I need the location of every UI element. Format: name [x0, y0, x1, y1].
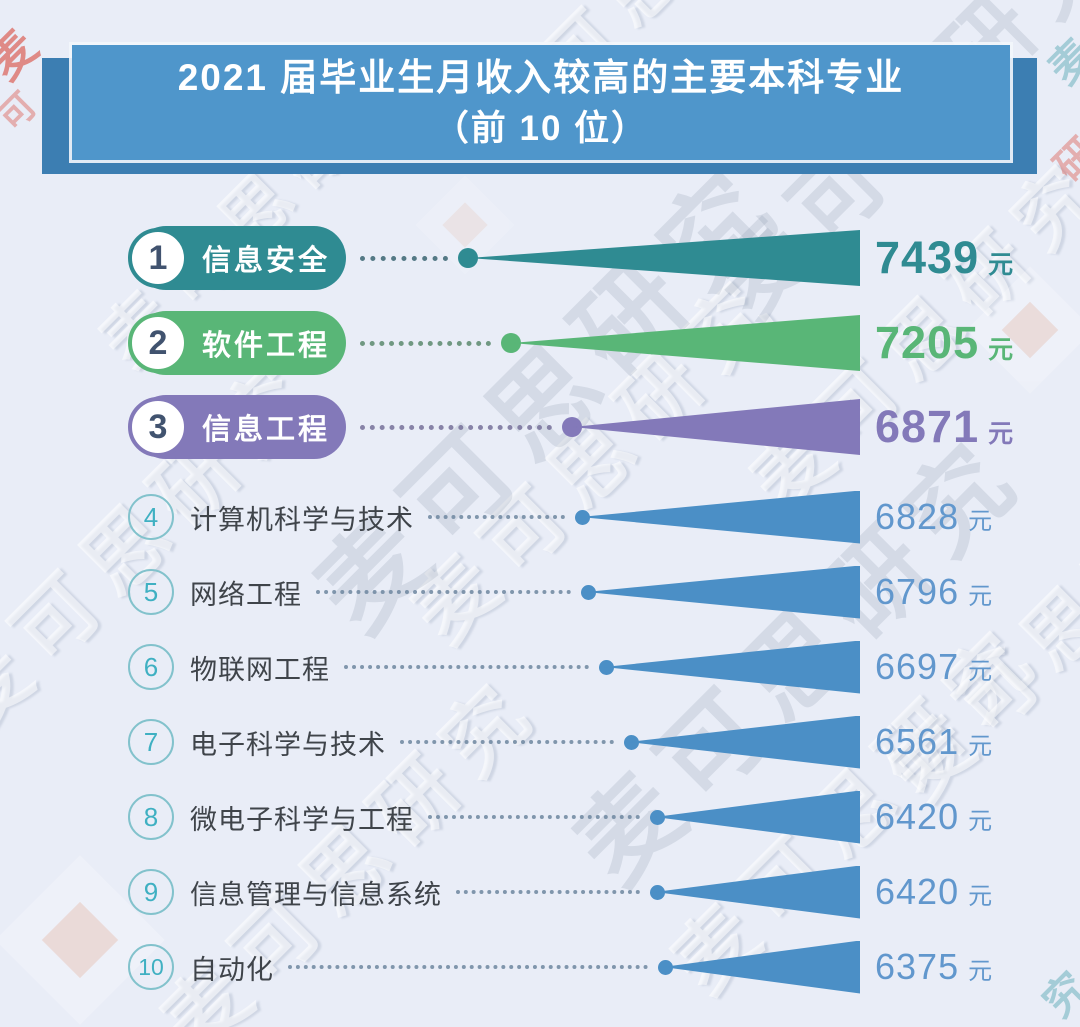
income-wedge-bar	[468, 230, 860, 286]
income-value: 6420 元	[860, 871, 1020, 913]
rank-row: 10 自动化 6375 元	[128, 927, 1020, 1007]
major-label: 自动化	[190, 954, 274, 985]
rank-badge: 3 信息工程	[128, 394, 346, 460]
major-label: 信息管理与信息系统	[190, 879, 442, 910]
income-unit: 元	[988, 251, 1014, 279]
rank-row: 6 物联网工程 6697 元	[128, 627, 1020, 707]
rank-number: 3	[128, 397, 188, 457]
rank-number: 8	[128, 794, 174, 840]
income-wedge-bar	[604, 640, 860, 694]
income-number: 6420	[875, 796, 960, 837]
rank-row: 1 信息安全 7439 元	[128, 218, 1020, 298]
income-value: 6375 元	[860, 946, 1020, 988]
rank-row: 5 网络工程 6796 元	[128, 552, 1020, 632]
income-wedge-bar	[655, 865, 860, 919]
major-label: 软件工程	[201, 330, 330, 362]
rank-number: 5	[128, 569, 174, 615]
income-number: 6828	[875, 496, 960, 537]
income-number: 6796	[875, 571, 960, 612]
rank-number: 1	[128, 228, 188, 288]
leader-dots	[344, 665, 589, 669]
major-label: 计算机科学与技术	[190, 504, 414, 535]
income-wedge-bar	[629, 715, 860, 769]
income-unit: 元	[968, 733, 993, 760]
rank-row: 9 信息管理与信息系统 6420 元	[128, 852, 1020, 932]
page-title: 2021 届毕业生月收入较高的主要本科专业	[177, 56, 905, 98]
major-label: 物联网工程	[190, 654, 330, 685]
income-unit: 元	[988, 336, 1014, 364]
leader-dots	[456, 890, 640, 894]
income-value: 6871 元	[860, 401, 1020, 453]
income-unit: 元	[968, 958, 993, 985]
income-wedge-bar	[572, 399, 860, 455]
rank-row: 8 微电子科学与工程 6420 元	[128, 777, 1020, 857]
income-unit: 元	[968, 508, 993, 535]
leader-dots	[428, 515, 565, 519]
rank-badge: 1 信息安全	[128, 225, 346, 291]
rank-number: 7	[128, 719, 174, 765]
income-number: 7205	[875, 317, 980, 368]
income-number: 7439	[875, 232, 980, 283]
leader-dots	[360, 424, 552, 430]
rank-badge: 2 软件工程	[128, 310, 346, 376]
income-number: 6420	[875, 871, 960, 912]
income-wedge-bar	[586, 565, 860, 619]
income-value: 6796 元	[860, 571, 1020, 613]
income-value: 7205 元	[860, 317, 1020, 369]
major-label: 微电子科学与工程	[190, 804, 414, 835]
rank-number: 2	[128, 313, 188, 373]
major-label: 信息安全	[201, 245, 330, 277]
leader-dots	[316, 590, 571, 594]
rank-number: 4	[128, 494, 174, 540]
income-wedge-bar	[580, 490, 860, 544]
leader-dots	[400, 740, 614, 744]
income-unit: 元	[968, 808, 993, 835]
title-banner: 2021 届毕业生月收入较高的主要本科专业 （前 10 位）	[72, 45, 1010, 160]
leader-dots	[360, 340, 491, 346]
income-value: 7439 元	[860, 232, 1020, 284]
rank-number: 10	[128, 944, 174, 990]
income-number: 6375	[875, 946, 960, 987]
rank-row: 7 电子科学与技术 6561 元	[128, 702, 1020, 782]
leader-dots	[428, 815, 640, 819]
income-value: 6697 元	[860, 646, 1020, 688]
income-wedge-bar	[511, 315, 860, 371]
header: 2021 届毕业生月收入较高的主要本科专业 （前 10 位）	[0, 0, 1080, 190]
income-number: 6871	[875, 401, 980, 452]
income-wedge-bar	[655, 790, 860, 844]
income-unit: 元	[968, 883, 993, 910]
income-number: 6561	[875, 721, 960, 762]
rank-row: 2 软件工程 7205 元	[128, 303, 1020, 383]
income-wedge-bar	[663, 940, 860, 994]
income-unit: 元	[968, 583, 993, 610]
rank-row: 4 计算机科学与技术 6828 元	[128, 477, 1020, 557]
major-label: 电子科学与技术	[190, 729, 386, 760]
rank-number: 6	[128, 644, 174, 690]
income-value: 6420 元	[860, 796, 1020, 838]
major-label: 信息工程	[201, 414, 330, 446]
leader-dots	[288, 965, 648, 969]
rank-number: 9	[128, 869, 174, 915]
income-unit: 元	[968, 658, 993, 685]
page-subtitle: （前 10 位）	[433, 108, 649, 148]
income-unit: 元	[988, 420, 1014, 448]
income-value: 6828 元	[860, 496, 1020, 538]
major-label: 网络工程	[190, 579, 302, 610]
income-number: 6697	[875, 646, 960, 687]
rank-row: 3 信息工程 6871 元	[128, 387, 1020, 467]
leader-dots	[360, 255, 448, 261]
income-value: 6561 元	[860, 721, 1020, 763]
